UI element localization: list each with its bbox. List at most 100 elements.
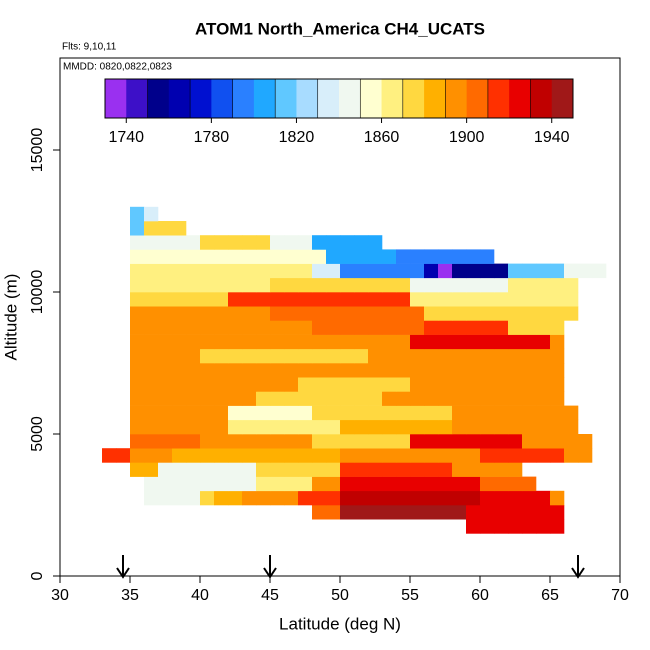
heat-cell xyxy=(214,334,229,350)
heat-cell xyxy=(242,377,257,392)
heat-cell xyxy=(298,263,313,279)
heat-cell xyxy=(354,448,369,463)
heat-cell xyxy=(158,249,173,264)
heat-cell xyxy=(396,405,411,421)
heat-cell xyxy=(158,363,173,378)
heat-cell xyxy=(368,363,383,378)
heat-cell xyxy=(200,263,215,279)
heat-cell xyxy=(424,334,439,350)
heat-cell xyxy=(382,462,397,477)
heat-cell xyxy=(396,334,411,350)
heat-cell xyxy=(144,434,159,449)
heat-cell xyxy=(284,277,299,293)
heat-cell xyxy=(550,505,565,520)
heat-cell xyxy=(452,476,467,492)
heat-cell xyxy=(340,292,355,307)
heat-cell xyxy=(340,391,355,406)
heat-cell xyxy=(270,405,285,421)
heat-cell xyxy=(550,448,565,463)
heat-cell xyxy=(144,306,159,321)
heat-cell xyxy=(508,391,523,406)
heat-cell xyxy=(508,348,523,364)
heat-cell xyxy=(452,306,467,321)
heat-cell xyxy=(270,263,285,279)
heat-cell xyxy=(284,490,299,506)
heat-cell xyxy=(382,434,397,449)
heat-cell xyxy=(368,476,383,492)
heat-cell xyxy=(284,334,299,350)
heat-cell xyxy=(214,448,229,463)
heat-cell xyxy=(284,306,299,321)
heat-cell xyxy=(578,263,593,279)
heat-cell xyxy=(172,434,187,449)
heat-cell xyxy=(508,334,523,350)
heat-cell xyxy=(186,263,201,279)
heat-cell xyxy=(522,263,537,279)
colorbar-bin xyxy=(168,79,191,118)
heat-cell xyxy=(550,306,565,321)
heat-cell xyxy=(242,405,257,421)
colorbar-bin xyxy=(360,79,382,118)
heat-cell xyxy=(382,391,397,406)
y-tick-label: 5000 xyxy=(29,416,46,452)
heat-cell xyxy=(312,263,327,279)
heat-cell xyxy=(480,249,495,264)
heat-cell xyxy=(354,235,369,250)
heat-cell xyxy=(144,448,159,463)
heat-cell xyxy=(522,363,537,378)
heat-cell xyxy=(522,448,537,463)
heat-cell xyxy=(438,249,453,264)
heat-cell xyxy=(242,490,257,506)
heat-cell xyxy=(452,419,467,435)
heat-cell xyxy=(550,363,565,378)
heat-cell xyxy=(326,419,341,435)
colorbar-bin xyxy=(253,79,276,118)
heat-cell xyxy=(550,490,565,506)
colorbar-bin xyxy=(190,79,212,118)
heat-cell xyxy=(228,476,243,492)
heat-cell xyxy=(550,263,565,279)
heat-cell xyxy=(424,419,439,435)
heat-cell xyxy=(382,306,397,321)
heat-cell xyxy=(368,419,383,435)
heat-cell xyxy=(494,363,509,378)
heat-cell xyxy=(228,334,243,350)
colorbar-bin xyxy=(275,79,297,118)
heat-cell xyxy=(130,263,145,279)
colorbar-bin xyxy=(509,79,531,118)
x-axis-label: Latitude (deg N) xyxy=(279,614,401,633)
heat-cell xyxy=(424,448,439,463)
heat-cell xyxy=(214,405,229,421)
heat-cell xyxy=(410,292,425,307)
heat-cell xyxy=(242,334,257,350)
heat-cell xyxy=(466,363,481,378)
heat-cell xyxy=(172,476,187,492)
heat-cell xyxy=(508,462,523,477)
heat-cell xyxy=(256,448,271,463)
heat-cell xyxy=(242,235,257,250)
heat-cell xyxy=(242,434,257,449)
heat-cell xyxy=(410,334,425,350)
heat-cell xyxy=(466,334,481,350)
heat-cell xyxy=(130,462,145,477)
heat-cell xyxy=(326,448,341,463)
heat-cell xyxy=(480,292,495,307)
heat-cell xyxy=(256,263,271,279)
heat-cell xyxy=(340,448,355,463)
heat-cell xyxy=(214,320,229,335)
heat-cell xyxy=(200,419,215,435)
heat-cell xyxy=(354,263,369,279)
x-tick-label: 50 xyxy=(331,587,349,604)
heat-cell xyxy=(536,320,551,335)
heat-cell xyxy=(298,235,313,250)
heat-cell xyxy=(368,249,383,264)
heat-cell xyxy=(312,448,327,463)
heat-cell xyxy=(550,334,565,350)
heat-cell xyxy=(158,263,173,279)
heat-cell xyxy=(326,434,341,449)
heat-cell xyxy=(172,221,187,236)
heat-cell xyxy=(396,448,411,463)
heat-cell xyxy=(522,277,537,293)
heat-cell xyxy=(298,462,313,477)
heat-cell xyxy=(368,277,383,293)
